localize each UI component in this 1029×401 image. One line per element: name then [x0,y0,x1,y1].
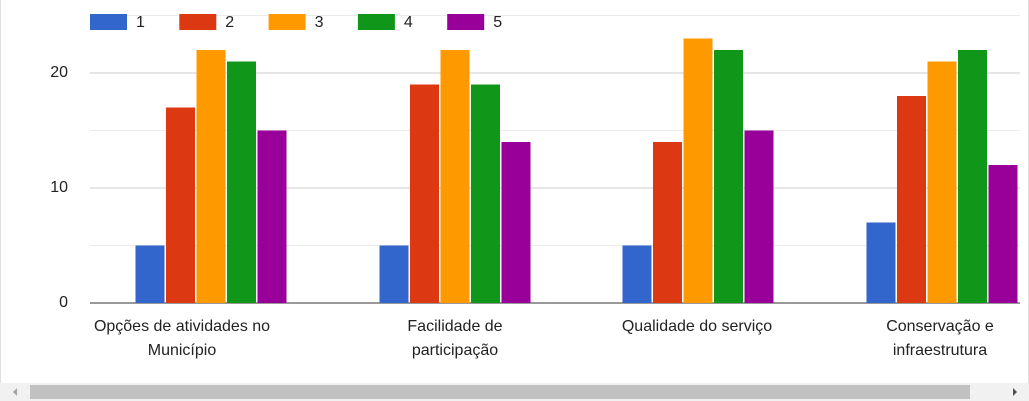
legend-swatch [179,14,217,30]
scroll-right[interactable] [1013,388,1017,396]
y-tick-label: 10 [50,179,68,196]
legend-label: 4 [404,14,413,31]
bar [653,142,682,303]
bar [714,50,743,303]
bar [501,142,531,303]
x-tick-label: participação [412,342,498,359]
scroll-left[interactable] [13,388,17,396]
x-tick-label: infraestrutura [893,342,987,359]
x-tick-label: Opções de atividades no [94,318,270,335]
bar [410,84,439,303]
bar [988,165,1018,303]
x-tick-label: Qualidade do serviço [622,318,772,335]
y-tick-label: 20 [50,64,68,81]
legend-label: 2 [225,14,234,31]
legend-label: 3 [315,14,324,31]
bars [135,38,1018,303]
bar [744,130,774,303]
bar [927,61,957,303]
bar [166,107,195,303]
bar [958,50,987,303]
bar [227,61,256,303]
legend-swatch [447,14,485,30]
legend-swatch [268,14,306,30]
bar [257,130,287,303]
legend-label: 1 [136,14,145,31]
bar [622,245,652,303]
bar [379,245,409,303]
bar [683,38,713,303]
legend-swatch [90,14,127,30]
legend-label: 5 [493,14,502,31]
bar [897,96,926,303]
bar [196,50,226,303]
labels: 0 10 20 Opções de atividades no Município Fac… [50,14,994,359]
x-tick-label: Conservação e [886,318,994,335]
bar [471,84,500,303]
bar [135,245,165,303]
scrollbar-thumb[interactable] [30,385,970,399]
legend-swatch [357,14,395,30]
x-tick-label: Município [148,342,217,359]
grid [90,15,1020,304]
bar [440,50,470,303]
x-tick-label: Facilidade de [407,318,502,335]
bar [866,222,896,303]
y-tick-label: 0 [59,294,68,311]
